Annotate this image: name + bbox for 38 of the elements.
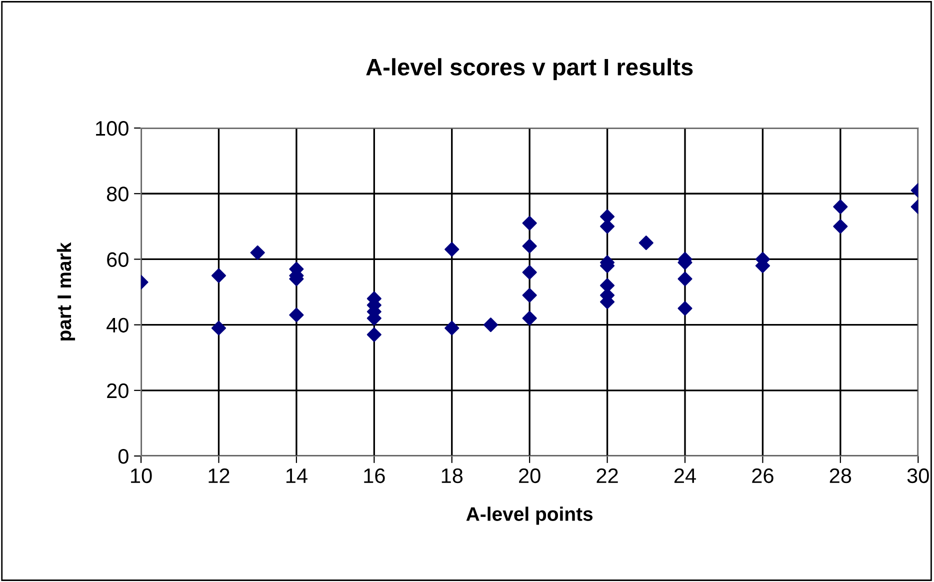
point: [250, 245, 265, 260]
y-tick-label: 80: [106, 186, 128, 202]
point: [211, 320, 226, 336]
chart-title: A-level scores v part I results: [366, 58, 693, 80]
x-tick-label: 14: [286, 468, 308, 483]
point: [444, 242, 460, 257]
x-tick-label: 26: [752, 468, 774, 484]
x-tick-label: 18: [442, 468, 463, 484]
point: [678, 272, 692, 286]
point: [522, 310, 537, 326]
point: [366, 327, 382, 342]
y-tick-label: 40: [106, 318, 128, 333]
point: [833, 199, 848, 214]
x-tick-label: 24: [674, 468, 696, 483]
x-axis-title: A-level points: [466, 506, 593, 525]
y-tick-label: 20: [107, 383, 128, 398]
x-tick-label: 22: [596, 468, 618, 483]
point: [211, 268, 226, 283]
x-tick-label: 12: [208, 468, 230, 483]
point: [678, 301, 692, 316]
point: [522, 238, 537, 254]
point: [483, 318, 498, 332]
x-tick-label: 20: [519, 468, 540, 484]
point: [522, 288, 537, 303]
y-tick-label: 0: [118, 449, 128, 464]
point: [638, 236, 654, 250]
point: [522, 216, 537, 230]
x-tick-label: 28: [830, 468, 852, 484]
point: [833, 219, 848, 234]
y-axis-title: part I mark: [56, 242, 76, 340]
y-tick-label: 100: [96, 121, 128, 136]
point: [289, 308, 304, 322]
point: [522, 265, 537, 280]
y-tick-label: 60: [107, 252, 128, 267]
point: [444, 320, 460, 336]
x-tick-label: 10: [131, 468, 152, 484]
x-tick-label: 30: [907, 468, 929, 484]
x-tick-label: 16: [364, 468, 385, 484]
